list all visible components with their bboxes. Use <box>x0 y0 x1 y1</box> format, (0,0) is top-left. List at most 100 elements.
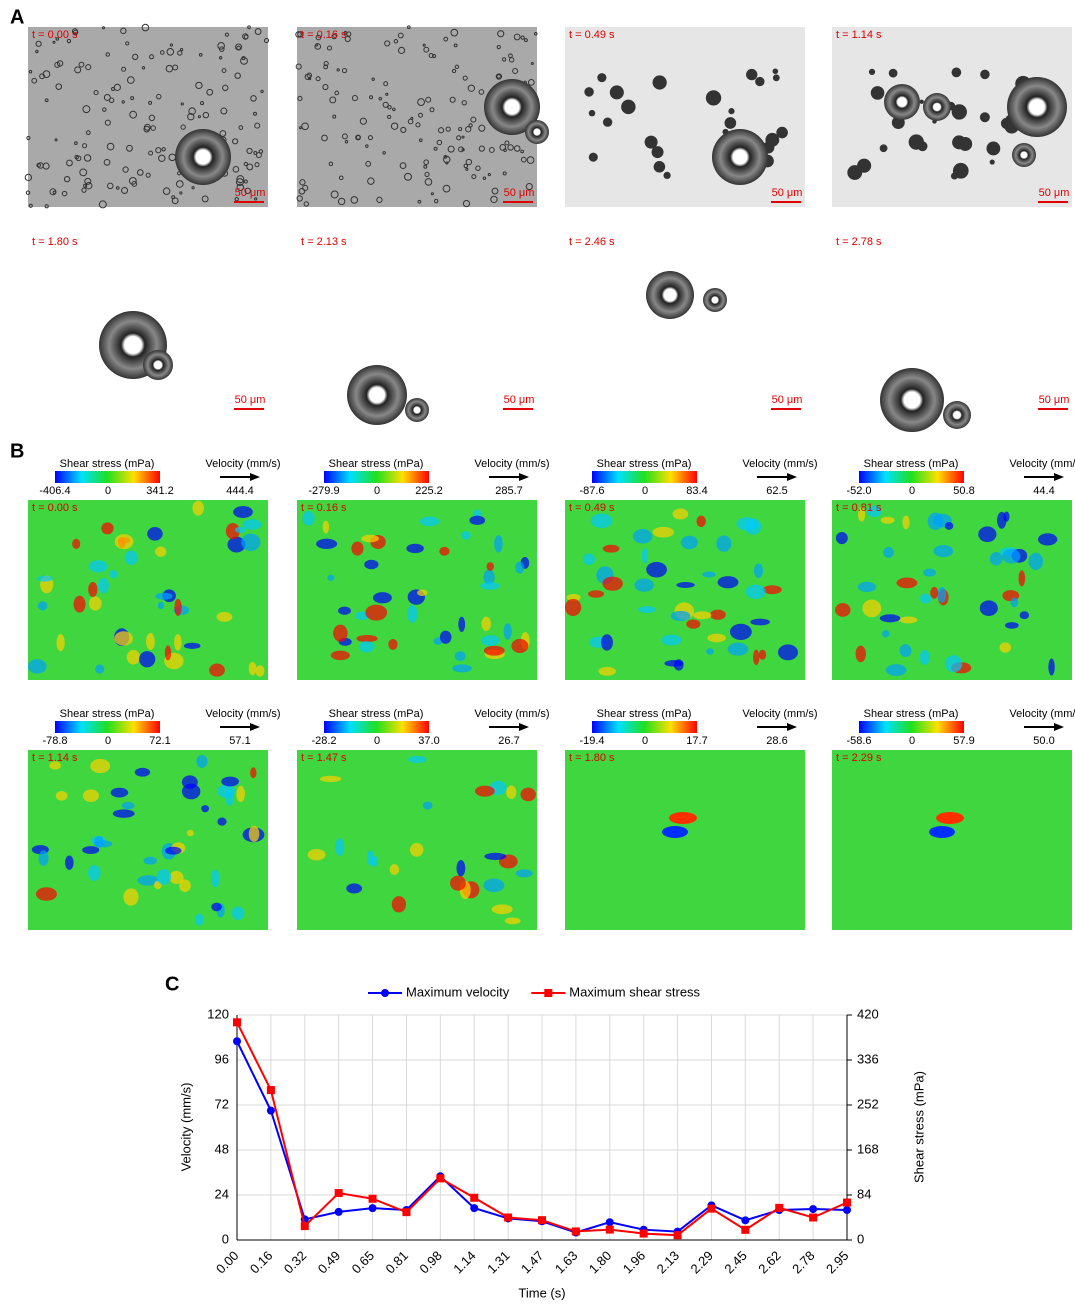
stress-blob <box>928 513 944 530</box>
stress-blob <box>320 776 341 782</box>
droplet <box>943 401 971 429</box>
y-tick-label: 24 <box>215 1186 229 1201</box>
stress-title: Shear stress (mPa) <box>864 708 959 720</box>
micrograph <box>565 27 805 207</box>
velocity-title: Velocity (mm/s) <box>1009 458 1075 470</box>
stress-title: Shear stress (mPa) <box>60 708 155 720</box>
stress-blob <box>456 860 465 876</box>
stress-blob <box>937 587 946 603</box>
stress-blob <box>440 631 452 644</box>
particle <box>654 161 666 173</box>
x-tick-label: 1.63 <box>552 1248 581 1277</box>
particle <box>980 70 989 79</box>
stress-min: -19.4 <box>579 735 604 747</box>
stress-zero: 0 <box>105 485 111 497</box>
point <box>233 1037 241 1045</box>
stress-blob <box>1002 549 1020 564</box>
stress-blob <box>233 506 253 518</box>
stress-blob <box>250 767 256 778</box>
stress-blob <box>745 585 765 599</box>
scale-label: 50 μm <box>504 187 535 199</box>
stress-blob <box>187 830 194 836</box>
colorbar <box>592 721 697 733</box>
droplet <box>880 368 944 432</box>
stress-blob <box>390 864 399 875</box>
stress-blob <box>165 847 182 855</box>
stress-blob <box>480 582 500 590</box>
stress-blob <box>249 826 260 842</box>
droplet <box>712 129 768 185</box>
stress-blob <box>388 639 397 650</box>
stress-blob <box>316 539 337 549</box>
x-tick-label: 0.49 <box>315 1248 344 1277</box>
stress-blob <box>221 777 239 787</box>
colorbar <box>324 721 429 733</box>
stress-blob <box>900 644 912 657</box>
y-axis-title: Velocity (mm/s) <box>178 1083 193 1172</box>
velocity-title: Velocity (mm/s) <box>474 708 549 720</box>
stress-blob <box>736 517 757 530</box>
stress-blob <box>836 532 848 544</box>
stress-blob <box>179 879 191 892</box>
point <box>470 1194 478 1202</box>
stress-blob <box>88 582 97 597</box>
velocity-arrow-head <box>519 723 529 731</box>
particle <box>621 100 635 114</box>
stress-title: Shear stress (mPa) <box>329 708 424 720</box>
stress-zero: 0 <box>909 485 915 497</box>
stress-min: -87.6 <box>579 485 604 497</box>
micrograph <box>832 260 1072 412</box>
stress-blob <box>1005 622 1019 629</box>
stress-blob <box>217 817 226 825</box>
y2-tick-label: 420 <box>857 1006 879 1021</box>
particle <box>958 137 972 151</box>
stress-blob <box>407 605 417 623</box>
stress-blob <box>458 617 465 632</box>
stress-blob <box>978 526 996 542</box>
velocity-title: Velocity (mm/s) <box>205 458 280 470</box>
particle <box>663 172 670 179</box>
stress-map <box>832 750 1072 930</box>
stress-blob <box>450 876 466 891</box>
stress-blob <box>492 904 513 914</box>
stress-blob <box>147 527 163 541</box>
point <box>402 1208 410 1216</box>
stress-blob <box>111 788 129 798</box>
point <box>809 1214 817 1222</box>
stress-blob <box>483 879 504 893</box>
stress-blob <box>671 611 691 621</box>
x-tick-label: 0.16 <box>247 1248 276 1277</box>
time-label: t = 0.16 s <box>301 502 347 514</box>
stress-zero: 0 <box>374 485 380 497</box>
stress-blob <box>373 592 392 603</box>
scale-label: 50 μm <box>772 187 803 199</box>
particle <box>603 117 612 126</box>
colorbar <box>859 471 964 483</box>
stress-blob <box>361 535 379 543</box>
stress-blob <box>156 869 171 885</box>
stress-blob <box>83 789 99 802</box>
stress-blob <box>243 519 262 530</box>
time-label: t = 0.81 s <box>836 502 882 514</box>
colorbar <box>55 721 160 733</box>
time-label: t = 1.80 s <box>569 752 615 764</box>
stress-blob <box>753 650 759 665</box>
stress-blob <box>487 562 494 571</box>
stress-blob <box>702 571 715 577</box>
stress-blob <box>155 546 166 556</box>
stress-blob <box>201 805 209 812</box>
velocity-value: 44.4 <box>1033 485 1054 497</box>
stress-blob <box>515 562 524 574</box>
stress-max: 341.2 <box>146 485 174 497</box>
stress-blob <box>158 602 164 610</box>
y2-tick-label: 84 <box>857 1186 871 1201</box>
x-tick-label: 2.45 <box>721 1248 750 1277</box>
point <box>707 1205 715 1213</box>
point <box>267 1107 275 1115</box>
stress-blob <box>184 643 201 649</box>
y2-tick-label: 0 <box>857 1231 864 1246</box>
stress-min: -28.2 <box>311 735 336 747</box>
stress-blob <box>1003 512 1009 522</box>
particle <box>706 90 721 105</box>
particle <box>610 85 624 99</box>
